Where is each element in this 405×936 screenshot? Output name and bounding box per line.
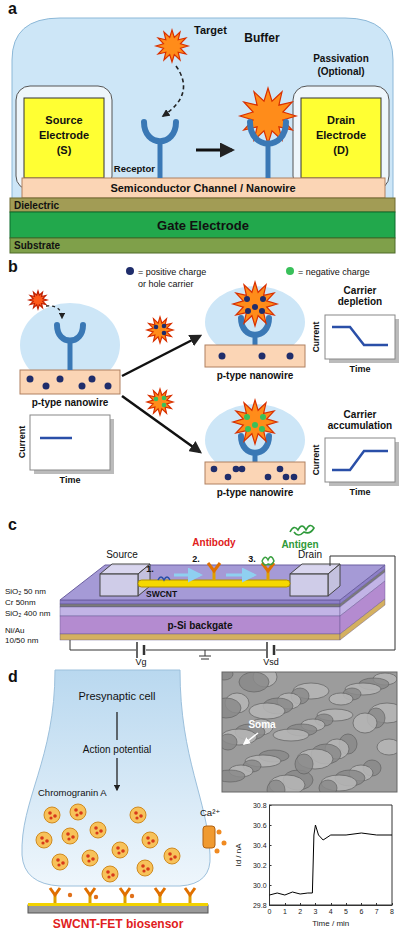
- svg-text:Electrode: Electrode: [316, 129, 366, 141]
- svg-text:30.2: 30.2: [253, 862, 267, 869]
- svg-text:Time: Time: [350, 487, 371, 497]
- svg-text:= positive charge: = positive charge: [138, 267, 206, 277]
- svg-text:Current: Current: [17, 426, 27, 459]
- svg-text:2: 2: [298, 908, 302, 915]
- svg-text:c: c: [8, 516, 17, 533]
- svg-text:Current: Current: [311, 444, 321, 475]
- svg-text:Action potential: Action potential: [83, 744, 151, 755]
- svg-text:Time: Time: [60, 475, 81, 485]
- svg-text:p-Si backgate: p-Si backgate: [167, 620, 232, 631]
- svg-text:Target: Target: [194, 24, 227, 36]
- svg-text:accumulation: accumulation: [328, 420, 392, 431]
- svg-text:Carrier: Carrier: [344, 409, 377, 420]
- svg-text:Gate Electrode: Gate Electrode: [157, 218, 249, 233]
- svg-text:Antigen: Antigen: [281, 539, 318, 550]
- svg-text:Soma: Soma: [248, 719, 276, 730]
- svg-text:p-type nanowire: p-type nanowire: [32, 397, 109, 408]
- svg-text:3.: 3.: [248, 554, 256, 564]
- svg-text:Dielectric: Dielectric: [14, 200, 59, 211]
- svg-text:depletion: depletion: [338, 296, 382, 307]
- svg-text:p-type nanowire: p-type nanowire: [217, 487, 294, 498]
- svg-text:29.8: 29.8: [253, 902, 267, 909]
- svg-text:4: 4: [329, 908, 333, 915]
- svg-text:Time: Time: [350, 364, 371, 374]
- svg-text:Ca²⁺: Ca²⁺: [200, 807, 220, 818]
- svg-text:1.: 1.: [146, 564, 154, 574]
- svg-text:Substrate: Substrate: [14, 240, 61, 251]
- svg-text:Vsd: Vsd: [263, 657, 279, 667]
- svg-text:7: 7: [375, 908, 379, 915]
- svg-text:Current: Current: [311, 321, 321, 352]
- svg-text:p-type nanowire: p-type nanowire: [217, 370, 294, 381]
- svg-text:Cr 50nm: Cr 50nm: [5, 598, 36, 607]
- svg-text:Carrier: Carrier: [344, 285, 377, 296]
- svg-text:0: 0: [268, 908, 272, 915]
- svg-text:Id / nA: Id / nA: [234, 843, 243, 867]
- svg-text:SWCNT-FET biosensor: SWCNT-FET biosensor: [53, 917, 184, 931]
- svg-text:SiO₂ 400 nm: SiO₂ 400 nm: [5, 609, 51, 618]
- svg-text:2.: 2.: [192, 554, 200, 564]
- svg-text:Passivation: Passivation: [313, 53, 369, 64]
- svg-text:(Optional): (Optional): [317, 66, 364, 77]
- svg-text:Time / min: Time / min: [312, 919, 349, 928]
- svg-text:Source: Source: [106, 549, 138, 560]
- svg-text:a: a: [8, 0, 17, 17]
- svg-text:30.4: 30.4: [253, 842, 267, 849]
- svg-text:Semiconductor Channel / Nanowi: Semiconductor Channel / Nanowire: [110, 182, 295, 194]
- svg-text:Electrode: Electrode: [39, 129, 89, 141]
- svg-text:Vg: Vg: [135, 657, 146, 667]
- svg-text:SWCNT: SWCNT: [146, 589, 178, 599]
- svg-text:3: 3: [313, 908, 317, 915]
- svg-text:30.6: 30.6: [253, 822, 267, 829]
- svg-text:Antibody: Antibody: [192, 537, 236, 548]
- svg-text:= negative charge: = negative charge: [298, 267, 370, 277]
- svg-text:SiO₂ 50 nm: SiO₂ 50 nm: [5, 587, 46, 596]
- svg-text:10/50 nm: 10/50 nm: [5, 636, 39, 645]
- svg-text:Source: Source: [45, 114, 82, 126]
- svg-text:Presynaptic cell: Presynaptic cell: [78, 690, 155, 702]
- svg-text:d: d: [8, 668, 18, 685]
- svg-text:Drain: Drain: [298, 549, 322, 560]
- svg-text:b: b: [8, 258, 18, 275]
- svg-text:30.0: 30.0: [253, 882, 267, 889]
- svg-text:(S): (S): [57, 144, 72, 156]
- svg-text:or hole carrier: or hole carrier: [138, 279, 194, 289]
- svg-text:30.8: 30.8: [253, 802, 267, 809]
- svg-text:Receptor: Receptor: [114, 163, 155, 174]
- svg-text:8: 8: [390, 908, 394, 915]
- svg-text:Buffer: Buffer: [244, 31, 280, 45]
- svg-text:(D): (D): [333, 144, 349, 156]
- svg-text:Chromogranin A: Chromogranin A: [38, 787, 107, 798]
- svg-text:5: 5: [344, 908, 348, 915]
- svg-text:1: 1: [283, 908, 287, 915]
- svg-text:Ni/Au: Ni/Au: [5, 626, 25, 635]
- svg-text:Drain: Drain: [327, 114, 355, 126]
- svg-text:6: 6: [359, 908, 363, 915]
